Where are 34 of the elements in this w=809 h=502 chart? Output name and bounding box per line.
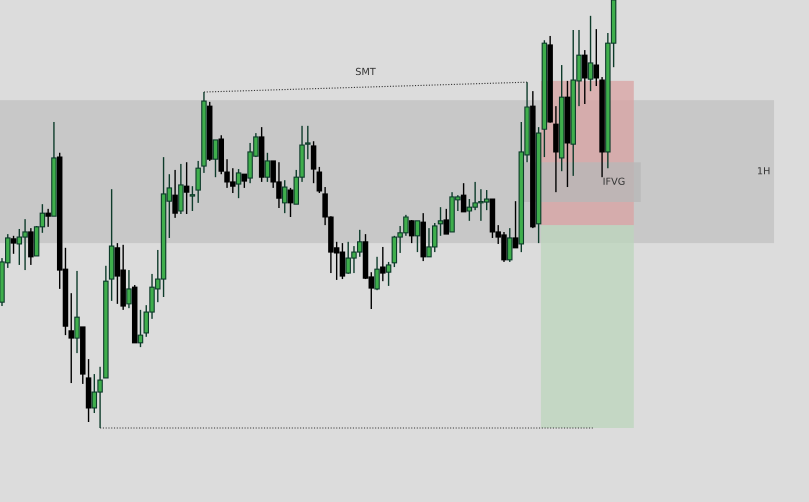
candlestick [184, 162, 190, 215]
band-label: 1H [758, 167, 770, 174]
candlestick [408, 219, 414, 244]
candlestick [172, 169, 178, 219]
candlestick [242, 174, 248, 189]
candlestick [380, 246, 386, 282]
candlestick [126, 269, 132, 309]
candlestick [45, 208, 51, 228]
candlestick [444, 208, 450, 235]
candlestick [282, 179, 288, 214]
band-label: IFVG [604, 178, 624, 185]
candlestick [374, 256, 380, 291]
candlestick [288, 187, 294, 218]
candlestick [316, 166, 322, 194]
candlestick [236, 168, 242, 199]
candlestick [264, 152, 270, 183]
candlestick [512, 200, 518, 249]
candlestick [438, 206, 444, 237]
candlestick [212, 139, 218, 178]
candlestick [190, 185, 196, 212]
candlestick [582, 49, 588, 105]
candlestick [588, 15, 594, 92]
annotation: SMT [356, 68, 376, 76]
candlestick [68, 292, 74, 384]
candlestick [195, 160, 201, 204]
candlestick [10, 235, 16, 254]
candlestick [414, 220, 420, 253]
candlestick [507, 227, 513, 263]
candlestick [386, 261, 392, 287]
candlestick [310, 140, 316, 184]
candlestick [594, 28, 600, 87]
candlestick [460, 182, 466, 213]
candlestick [138, 309, 144, 348]
candlestick [74, 270, 80, 354]
